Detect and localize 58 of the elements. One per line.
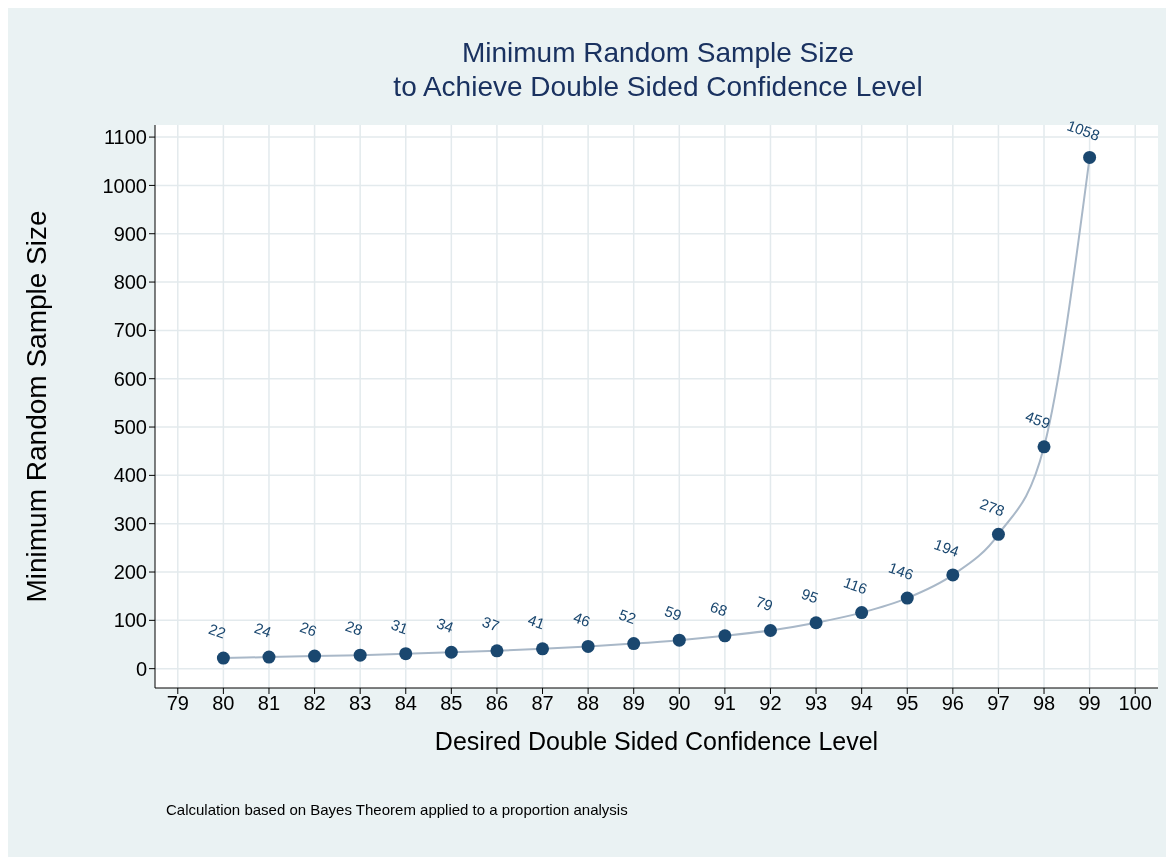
x-tick-label: 90	[668, 692, 691, 715]
data-label: 37	[480, 612, 502, 635]
data-label: 459	[1023, 407, 1053, 432]
x-tick-label: 83	[349, 692, 372, 715]
x-tick-label: 98	[1032, 692, 1056, 715]
y-tick-label: 1000	[102, 174, 147, 197]
data-label: 1058	[1064, 116, 1103, 144]
data-label: 31	[388, 615, 411, 638]
data-label: 146	[886, 558, 916, 584]
y-tick-label: 100	[113, 609, 147, 632]
y-tick-label: 700	[113, 319, 147, 342]
x-tick-label: 92	[759, 692, 782, 715]
x-tick-label: 79	[166, 692, 189, 715]
y-tick-label: 0	[135, 657, 147, 680]
x-tick-label: 81	[257, 692, 281, 715]
x-tick-label: 99	[1078, 692, 1101, 715]
data-label: 26	[297, 618, 320, 640]
x-tick-label: 94	[850, 692, 873, 715]
y-tick-label: 800	[113, 271, 147, 294]
y-tick-label: 500	[113, 416, 147, 439]
y-tick-label: 400	[113, 464, 147, 487]
text: Calculation based on Bayes Theorem applied to a proportion analysis	[166, 801, 628, 818]
x-tick-label: 88	[576, 692, 600, 715]
data-label: 116	[841, 573, 870, 598]
data-label: 28	[343, 617, 365, 639]
x-tick-label: 89	[622, 692, 645, 715]
x-tick-label: 100	[1118, 692, 1152, 715]
y-axis-title: Minimum Random Sample Size	[20, 210, 52, 603]
x-tick-label: 87	[531, 692, 554, 715]
data-label: 79	[753, 592, 776, 615]
x-axis-title: Desired Double Sided Confidence Level	[434, 726, 879, 755]
data-label: 95	[799, 584, 821, 607]
data-label: 22	[206, 620, 229, 642]
x-tick-label: 95	[896, 692, 919, 715]
data-label: 52	[616, 605, 639, 628]
x-tick-label: 86	[485, 692, 509, 715]
data-label: 194	[932, 535, 962, 561]
y-tick-label: 200	[113, 561, 147, 584]
y-tick-label: 600	[113, 367, 147, 390]
x-tick-label: 82	[303, 692, 326, 715]
chart-title: Minimum Random Sample Size to Achieve Double Sided Confidence Level	[392, 36, 924, 104]
data-label: 34	[434, 614, 456, 636]
x-tick-label: 97	[987, 692, 1010, 715]
x-tick-label: 96	[941, 692, 964, 715]
y-tick-label: 300	[113, 512, 147, 535]
x-tick-label: 91	[713, 692, 737, 715]
x-tick-label: 93	[804, 692, 828, 715]
data-label: 278	[977, 494, 1007, 520]
x-tick-label: 80	[212, 692, 235, 715]
data-label: 24	[252, 619, 274, 641]
data-label: 41	[525, 610, 548, 633]
y-tick-label: 1100	[103, 126, 147, 149]
y-tick-label: 900	[113, 222, 147, 245]
x-tick-label: 85	[440, 692, 463, 715]
data-label: 46	[571, 608, 593, 631]
data-label: 59	[662, 602, 684, 624]
x-tick-label: 84	[394, 692, 417, 715]
data-label: 68	[708, 597, 730, 620]
